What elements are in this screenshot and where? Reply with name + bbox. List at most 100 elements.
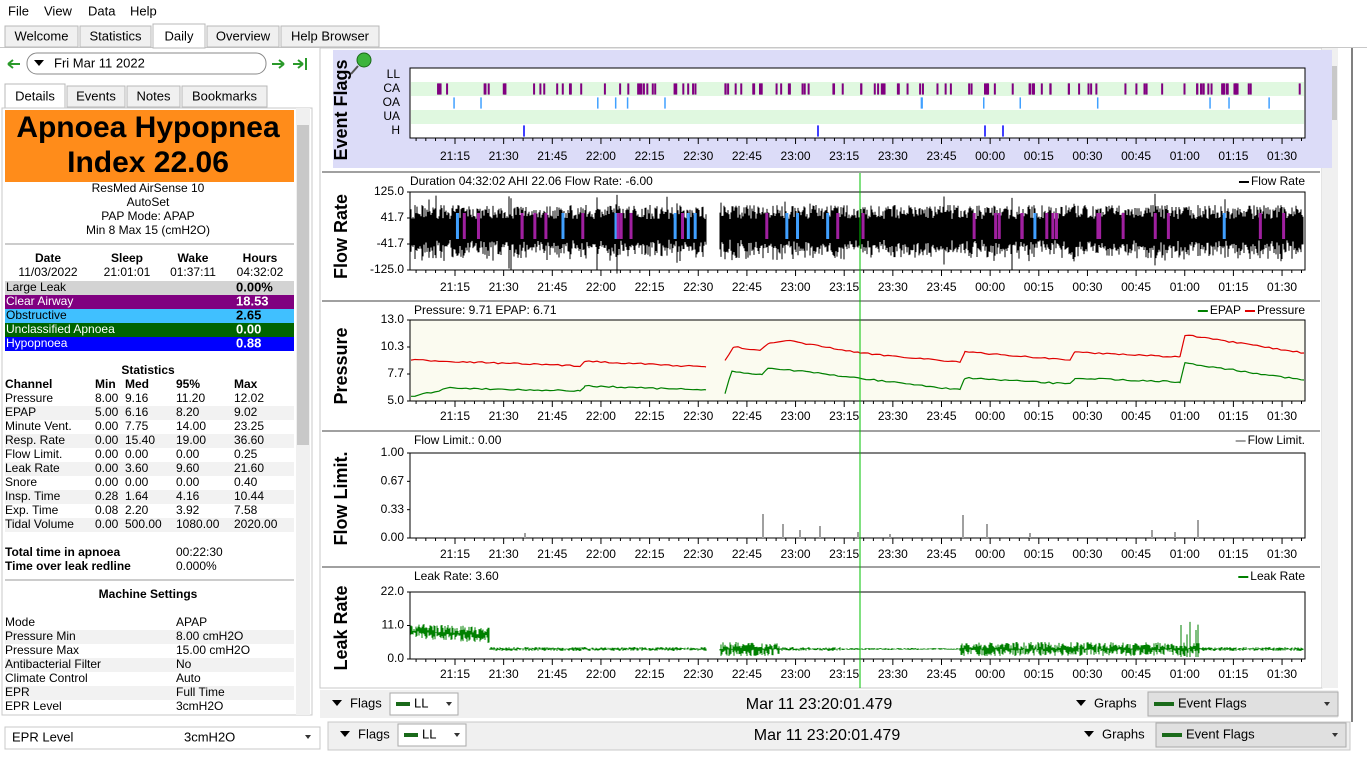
- time-label: 00:00: [975, 409, 1005, 423]
- time-label: 01:30: [1267, 667, 1297, 681]
- index-row: [5, 281, 294, 295]
- stat-cell: 8.00: [95, 391, 119, 405]
- tab-label[interactable]: Welcome: [15, 28, 69, 43]
- y-label: 0.0: [387, 651, 404, 665]
- event-overlay: [1258, 213, 1262, 239]
- swatch: [1162, 733, 1182, 737]
- graphs-combo[interactable]: [1155, 722, 1347, 748]
- time-label: 21:15: [440, 667, 470, 681]
- stat-cell: 6.16: [125, 405, 149, 419]
- tab[interactable]: [4, 25, 79, 48]
- row-band: [5, 630, 294, 644]
- subtab[interactable]: [66, 85, 126, 108]
- dropdown-arrow: [34, 60, 44, 66]
- setting-value: 15.00 cmH2O: [176, 643, 250, 657]
- legend-label: Flow Rate: [1251, 174, 1305, 188]
- graphs-combo[interactable]: [1147, 691, 1339, 717]
- stat-cell: Resp. Rate: [5, 433, 65, 447]
- time-label: 21:15: [440, 280, 470, 294]
- back-arrow[interactable]: [7, 59, 20, 69]
- time-label: 21:30: [489, 667, 519, 681]
- stat-cell: 0.28: [95, 489, 119, 503]
- time-label: 22:15: [635, 149, 665, 163]
- scroll-thumb[interactable]: [297, 125, 309, 445]
- event-overlay: [629, 213, 633, 239]
- tab-label[interactable]: Help Browser: [291, 28, 370, 43]
- event-overlay: [619, 213, 623, 239]
- session-header: Wake: [178, 251, 209, 265]
- time-label: 00:30: [1072, 280, 1102, 294]
- menu-item[interactable]: Data: [88, 3, 116, 18]
- subtab[interactable]: [181, 85, 268, 108]
- menu-item[interactable]: View: [44, 3, 73, 18]
- time-label: 00:15: [1024, 280, 1054, 294]
- subtab-label[interactable]: Notes: [137, 88, 171, 103]
- stat-cell: 0.00: [95, 475, 119, 489]
- stat-cell: 5.00: [95, 405, 119, 419]
- dropdown-arrow[interactable]: [1084, 731, 1094, 737]
- tab-label[interactable]: Daily: [165, 28, 194, 43]
- graphs-label[interactable]: Graphs: [1102, 726, 1145, 741]
- total-label: Total time in apnoea: [5, 545, 120, 559]
- time-label: 21:15: [440, 149, 470, 163]
- last-arrow[interactable]: [293, 58, 307, 70]
- dropdown-arrow[interactable]: [1076, 700, 1086, 706]
- flags-label[interactable]: Flags: [358, 726, 390, 741]
- index-label: Unclassified Apnoea: [6, 322, 115, 336]
- stat-cell: 3.60: [125, 461, 149, 475]
- menu-item[interactable]: Help: [130, 3, 157, 18]
- stat-cell: Minute Vent.: [5, 419, 72, 433]
- stat-cell: 9.60: [176, 461, 200, 475]
- stat-cell: Flow Limit.: [5, 447, 62, 461]
- subtab-label[interactable]: Bookmarks: [192, 88, 258, 103]
- stat-cell: 0.25: [234, 447, 258, 461]
- time-label: 21:30: [489, 547, 519, 561]
- setting-label: Climate Control: [5, 671, 88, 685]
- stat-cell: 1.64: [125, 489, 149, 503]
- flags-combo[interactable]: [397, 723, 467, 747]
- tab-label[interactable]: Statistics: [89, 28, 142, 43]
- dropdown-arrow[interactable]: [340, 731, 350, 737]
- time-label: 01:00: [1170, 409, 1200, 423]
- setting-combo[interactable]: [4, 726, 321, 750]
- tab[interactable]: [152, 23, 206, 49]
- date-picker[interactable]: [26, 52, 267, 75]
- flags-combo[interactable]: [389, 692, 459, 716]
- dropdown-arrow[interactable]: [332, 700, 342, 706]
- setting-label: Pressure Min: [5, 629, 76, 643]
- forward-arrow[interactable]: [272, 59, 285, 69]
- flags-label[interactable]: Flags: [350, 695, 382, 710]
- event-overlay: [861, 213, 865, 239]
- time-label: 23:15: [829, 280, 859, 294]
- setting-value: No: [176, 657, 192, 671]
- event-overlay: [520, 213, 524, 239]
- time-label: 01:15: [1218, 667, 1248, 681]
- graph-title: Flow Limit.: [331, 452, 351, 546]
- subtab-label[interactable]: Details: [15, 88, 55, 103]
- row-band: [5, 686, 294, 700]
- event-overlay: [616, 213, 620, 239]
- tab[interactable]: [79, 25, 152, 48]
- stat-header: Channel: [5, 377, 52, 391]
- event-overlay: [1153, 213, 1157, 239]
- tab[interactable]: [206, 25, 280, 48]
- swatch: [396, 702, 410, 706]
- flag-label: LL: [387, 67, 401, 81]
- stat-cell: 0.40: [234, 475, 258, 489]
- index-label: Obstructive: [6, 308, 67, 322]
- subtab[interactable]: [126, 85, 181, 108]
- session-value: 11/03/2022: [18, 265, 77, 279]
- menu-item[interactable]: File: [8, 3, 29, 18]
- graph-info: Pressure: 9.71 EPAP: 6.71: [414, 303, 557, 317]
- tab[interactable]: [280, 25, 380, 48]
- index-label: Large Leak: [6, 280, 67, 294]
- stat-cell: 4.16: [176, 489, 200, 503]
- stat-cell: 1080.00: [176, 517, 220, 531]
- subtab-label[interactable]: Events: [76, 88, 116, 103]
- tab-label[interactable]: Overview: [216, 28, 271, 43]
- date-text[interactable]: Fri Mar 11 2022: [54, 55, 145, 70]
- machine-info: Min 8 Max 15 (cmH2O): [86, 223, 210, 237]
- graphs-value: Event Flags: [1186, 726, 1255, 741]
- graphs-label[interactable]: Graphs: [1094, 695, 1137, 710]
- setting-label: Mode: [5, 615, 35, 629]
